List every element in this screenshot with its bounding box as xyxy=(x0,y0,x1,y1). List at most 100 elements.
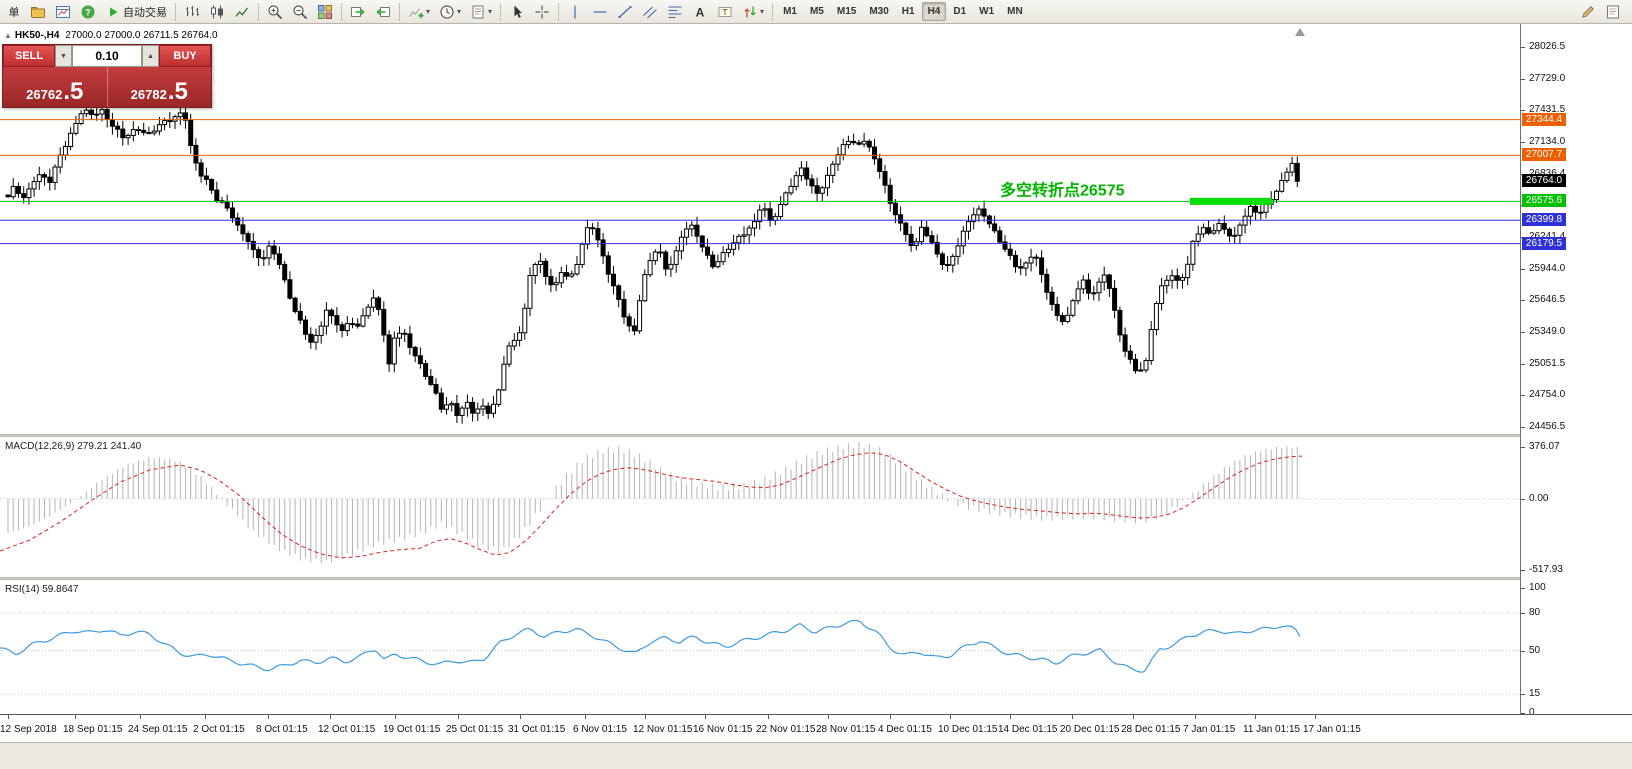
time-axis-tick xyxy=(1072,715,1073,719)
dropdown-arrow-icon: ▾ xyxy=(457,7,462,16)
chart-shift-marker[interactable] xyxy=(1295,28,1305,36)
auto-scroll-button[interactable] xyxy=(346,1,370,22)
price-tag-26575.6: 26575.6 xyxy=(1522,194,1566,207)
time-axis-label: 17 Jan 01:15 xyxy=(1303,724,1361,735)
crosshair-button[interactable] xyxy=(530,1,554,22)
time-axis-label: 8 Oct 01:15 xyxy=(256,724,308,735)
profiles-button[interactable] xyxy=(26,1,50,22)
timeframe-d1-button[interactable]: D1 xyxy=(947,2,972,21)
toolbar-separator xyxy=(399,2,400,21)
rsi-panel-canvas[interactable] xyxy=(0,580,1520,714)
chart-shift-button[interactable] xyxy=(371,1,395,22)
volume-increment-button[interactable]: ▲ xyxy=(142,45,159,67)
zoom-out-button[interactable] xyxy=(288,1,312,22)
pencil-icon xyxy=(1580,4,1596,20)
pivot-annotation-text[interactable]: 多空转折点26575 xyxy=(1000,180,1125,199)
price-axis-label: 26836.4 xyxy=(1529,168,1565,179)
price-axis-tick xyxy=(1521,269,1525,270)
timeframe-m1-button[interactable]: M1 xyxy=(777,2,803,21)
horizontal-line-button[interactable] xyxy=(588,1,612,22)
price-tag-26399.8: 26399.8 xyxy=(1522,213,1566,226)
time-axis-tick xyxy=(645,715,646,719)
buy-price-fraction: .5 xyxy=(167,78,188,105)
rsi-axis-label: 50 xyxy=(1529,645,1541,656)
sell-price[interactable]: 26762.5 xyxy=(3,67,108,107)
timeframe-m15-button[interactable]: M15 xyxy=(831,2,862,21)
time-axis-label: 16 Nov 01:15 xyxy=(693,724,753,735)
price-axis-tick xyxy=(1521,47,1525,48)
fibonacci-button[interactable] xyxy=(663,1,687,22)
panel-splitter[interactable] xyxy=(0,434,1632,437)
text-button[interactable]: A xyxy=(688,1,712,22)
vertical-line-button[interactable] xyxy=(563,1,587,22)
timeframe-m30-button[interactable]: M30 xyxy=(863,2,894,21)
main-chart-canvas[interactable]: 多空转折点26575 xyxy=(0,24,1520,434)
price-axis-label: 25944.0 xyxy=(1529,263,1566,274)
periods-button[interactable]: ▾ xyxy=(435,1,465,22)
arrows-button[interactable]: ▾ xyxy=(738,1,768,22)
price-axis-tick xyxy=(1521,300,1525,301)
chartwin-icon xyxy=(55,4,71,20)
time-axis-tick xyxy=(705,715,706,719)
candlestick-chart-button[interactable] xyxy=(205,1,229,22)
new-order-button[interactable]: 单 xyxy=(3,1,25,22)
trade-panel-toggle-icon[interactable]: ▲ xyxy=(4,31,12,40)
timeframe-m5-button[interactable]: M5 xyxy=(804,2,830,21)
equidistant-channel-button[interactable] xyxy=(638,1,662,22)
buy-price-base: 26782 xyxy=(130,87,167,102)
auto-trading-button-label: 自动交易 xyxy=(123,6,167,19)
time-axis-tick xyxy=(828,715,829,719)
time-axis[interactable]: 12 Sep 2018 18 Sep 01:15 24 Sep 01:15 2 Oct… xyxy=(0,714,1632,742)
macd-panel-canvas[interactable] xyxy=(0,437,1520,577)
tile-windows-button[interactable] xyxy=(313,1,337,22)
rsi-axis-tick xyxy=(1521,694,1525,695)
rsi-axis-label: 15 xyxy=(1529,688,1541,699)
status-bar xyxy=(0,742,1632,769)
notes-button[interactable] xyxy=(1601,1,1625,22)
time-axis-tick xyxy=(395,715,396,719)
indicators-button[interactable]: ▾ xyxy=(404,1,434,22)
new-chart-button[interactable] xyxy=(51,1,75,22)
auto-trading-button[interactable]: 自动交易 xyxy=(101,1,171,22)
timeframe-mn-button[interactable]: MN xyxy=(1001,2,1029,21)
sell-price-fraction: .5 xyxy=(63,78,84,105)
timeframe-h4-button[interactable]: H4 xyxy=(921,2,947,21)
price-axis-label: 25646.5 xyxy=(1529,294,1566,305)
rsi-axis-tick xyxy=(1521,713,1525,714)
help-button[interactable]: ? xyxy=(76,1,100,22)
line-chart-button[interactable] xyxy=(230,1,254,22)
toolbar-separator xyxy=(500,2,502,21)
templates-button[interactable]: ▾ xyxy=(466,1,496,22)
note-icon xyxy=(1605,4,1621,20)
zoom-in-button[interactable] xyxy=(263,1,287,22)
bar-chart-button[interactable] xyxy=(180,1,204,22)
indicator-icon xyxy=(408,4,424,20)
svg-text:A: A xyxy=(696,5,705,19)
time-axis-label: 28 Nov 01:15 xyxy=(816,724,876,735)
volume-input[interactable]: 0.10 xyxy=(72,45,142,67)
price-axis[interactable]: 28026.527729.027431.527134.026836.426538… xyxy=(1520,24,1632,718)
sell-price-base: 26762 xyxy=(26,87,63,102)
linechart-icon xyxy=(234,4,250,20)
play-icon xyxy=(105,4,121,20)
price-axis-label: 27431.5 xyxy=(1529,104,1566,115)
text-label-button[interactable]: T xyxy=(713,1,737,22)
cursor-icon xyxy=(509,4,525,20)
vline-icon xyxy=(567,4,583,20)
volume-decrement-button[interactable]: ▼ xyxy=(55,45,72,67)
macd-indicator-label: MACD(12,26,9) 279.21 241.40 xyxy=(5,441,142,452)
macd-histogram xyxy=(7,441,1298,564)
timeframe-w1-button[interactable]: W1 xyxy=(973,2,1000,21)
time-axis-tick xyxy=(205,715,206,719)
chart-symbol-period: HK50-,H4 xyxy=(14,30,60,41)
trendline-button[interactable] xyxy=(613,1,637,22)
buy-price[interactable]: 26782.5 xyxy=(108,67,212,107)
sell-button[interactable]: SELL xyxy=(3,45,55,67)
panel-splitter[interactable] xyxy=(0,577,1632,580)
cursor-button[interactable] xyxy=(505,1,529,22)
timeframe-h1-button[interactable]: H1 xyxy=(896,2,921,21)
time-axis-label: 7 Jan 01:15 xyxy=(1183,724,1236,735)
time-axis-label: 24 Sep 01:15 xyxy=(128,724,188,735)
buy-button[interactable]: BUY xyxy=(159,45,211,67)
edit-pencil-button[interactable] xyxy=(1576,1,1600,22)
